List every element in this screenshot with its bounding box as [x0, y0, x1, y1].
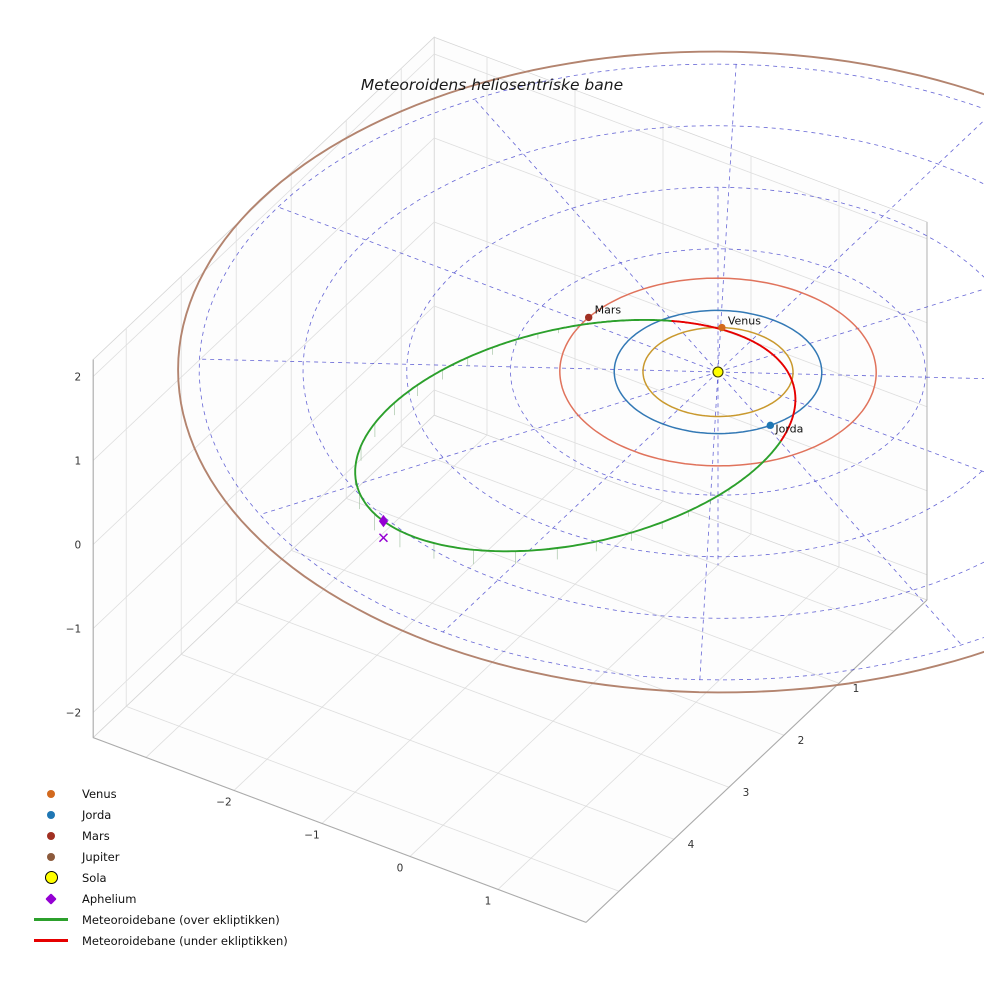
jupiter-swatch — [47, 852, 55, 861]
legend-label: Sola — [82, 870, 107, 885]
legend-item-aphelium: Aphelium — [28, 888, 288, 909]
svg-text:1: 1 — [75, 455, 82, 467]
svg-text:−2: −2 — [216, 796, 231, 808]
sola-sun-marker — [712, 366, 724, 378]
plot-title: Meteoroidens heliosentriske bane — [360, 76, 624, 94]
legend-item-mars: Mars — [28, 825, 288, 846]
svg-text:Jorda: Jorda — [774, 422, 803, 435]
venus-swatch — [47, 789, 55, 798]
meteoroide-over-legend-marker — [28, 918, 74, 921]
mars-marker — [584, 313, 593, 322]
svg-text:1: 1 — [485, 895, 492, 907]
axes-edges — [92, 222, 928, 923]
jorda-legend-marker — [28, 810, 74, 819]
body-markers — [584, 313, 775, 430]
svg-text:Mars: Mars — [595, 303, 622, 316]
legend-item-meteoroide-under: Meteoroidebane (under ekliptikken) — [28, 930, 288, 951]
legend-label: Meteoroidebane (over ekliptikken) — [82, 912, 280, 927]
grid-circle-5au — [198, 63, 984, 681]
svg-text:4: 4 — [688, 839, 695, 851]
aphelium-legend-marker — [28, 892, 74, 905]
legend-label: Mars — [82, 828, 110, 843]
svg-text:−1: −1 — [66, 623, 81, 635]
grid-circle-4au — [302, 125, 984, 619]
sola-swatch — [44, 871, 58, 884]
jupiter-legend-marker — [28, 852, 74, 861]
meteoroid-path-under-ecliptic — [671, 320, 769, 352]
mars-legend-marker — [28, 831, 74, 840]
jorda-swatch — [47, 810, 55, 819]
aphelium-diamond-marker — [378, 514, 389, 528]
meteoroid-path-under-ecliptic — [766, 349, 797, 443]
legend-label: Aphelium — [82, 891, 137, 906]
legend-item-venus: Venus — [28, 783, 288, 804]
axis-tick-labels: −2 −1 0 1 1 2 3 4 2 1 0 −1 −2 — [66, 371, 860, 907]
legend-label: Meteoroidebane (under ekliptikken) — [82, 933, 288, 948]
svg-text:0: 0 — [397, 862, 404, 874]
venus-legend-marker — [28, 789, 74, 798]
axes-gridlines — [92, 53, 928, 892]
ecliptic-polar-grid — [198, 63, 984, 681]
venus-orbit-path — [642, 326, 794, 418]
svg-text:0: 0 — [75, 539, 82, 551]
jorda-orbit-path — [613, 309, 823, 435]
jorda-marker — [766, 421, 775, 430]
meteoroide-under-swatch — [34, 939, 68, 942]
mars-swatch — [47, 831, 55, 840]
mars-orbit-path — [559, 277, 877, 467]
body-labels: Venus Jorda Mars — [595, 303, 804, 435]
jupiter-orbit-path — [177, 50, 984, 694]
legend: Venus Jorda Mars Jupiter Sola Aphelium Meteoro… — [28, 783, 288, 951]
legend-label: Venus — [82, 786, 117, 801]
axes-panes — [92, 36, 928, 923]
svg-text:3: 3 — [743, 787, 750, 799]
legend-item-sola: Sola — [28, 867, 288, 888]
svg-text:−1: −1 — [304, 829, 319, 841]
svg-text:1: 1 — [853, 683, 860, 695]
planet-orbits — [177, 50, 984, 694]
sola-legend-marker — [28, 871, 74, 884]
meteoroide-over-swatch — [34, 918, 68, 921]
meteoroide-under-legend-marker — [28, 939, 74, 942]
legend-label: Jupiter — [82, 849, 120, 864]
legend-item-meteoroide-over: Meteoroidebane (over ekliptikken) — [28, 909, 288, 930]
svg-text:Venus: Venus — [728, 315, 761, 328]
legend-item-jupiter: Jupiter — [28, 846, 288, 867]
meteoroid-orbit — [354, 318, 797, 553]
aphelium-swatch — [45, 892, 57, 905]
legend-item-jorda: Jorda — [28, 804, 288, 825]
legend-label: Jorda — [82, 807, 112, 822]
meteoroid-path-over-ecliptic — [354, 318, 782, 553]
svg-text:−2: −2 — [66, 707, 81, 719]
svg-text:2: 2 — [75, 371, 82, 383]
aphelium-markers — [378, 514, 389, 543]
venus-marker — [718, 323, 726, 332]
svg-text:2: 2 — [798, 735, 805, 747]
